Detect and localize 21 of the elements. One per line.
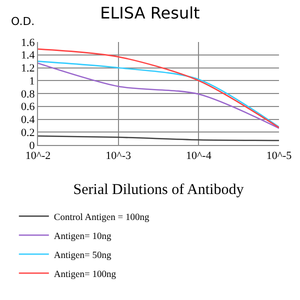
y-tick-label: 0 xyxy=(29,140,36,152)
y-axis-title: O.D. xyxy=(11,15,35,28)
y-tick-label: 0.4 xyxy=(21,114,36,126)
x-tick-label: 10^-5 xyxy=(266,150,292,162)
x-axis-title: Serial Dilutions of Antibody xyxy=(73,182,244,198)
x-tick-label: 10^-2 xyxy=(25,150,51,162)
legend-label: Antigen= 100ng xyxy=(54,270,116,280)
y-tick-label: 1.2 xyxy=(21,62,35,75)
legend-label: Antigen= 10ng xyxy=(54,232,112,242)
y-tick-label: 0.2 xyxy=(21,126,35,139)
legend-label: Antigen= 50ng xyxy=(54,250,112,261)
y-tick-label: 0.8 xyxy=(21,88,36,100)
line-series xyxy=(38,48,279,128)
y-tick-label: 1 xyxy=(29,75,35,88)
y-tick-label: 1.4 xyxy=(21,50,36,62)
x-tick-label: 10^-3 xyxy=(106,150,132,162)
x-tick-label: 10^-4 xyxy=(186,150,212,162)
y-tick-label: 1.6 xyxy=(21,36,36,49)
chart-title: ELISA Result xyxy=(100,4,200,23)
legend-label: Control Antigen = 100ng xyxy=(54,212,150,223)
y-tick-label: 0.6 xyxy=(21,101,36,114)
